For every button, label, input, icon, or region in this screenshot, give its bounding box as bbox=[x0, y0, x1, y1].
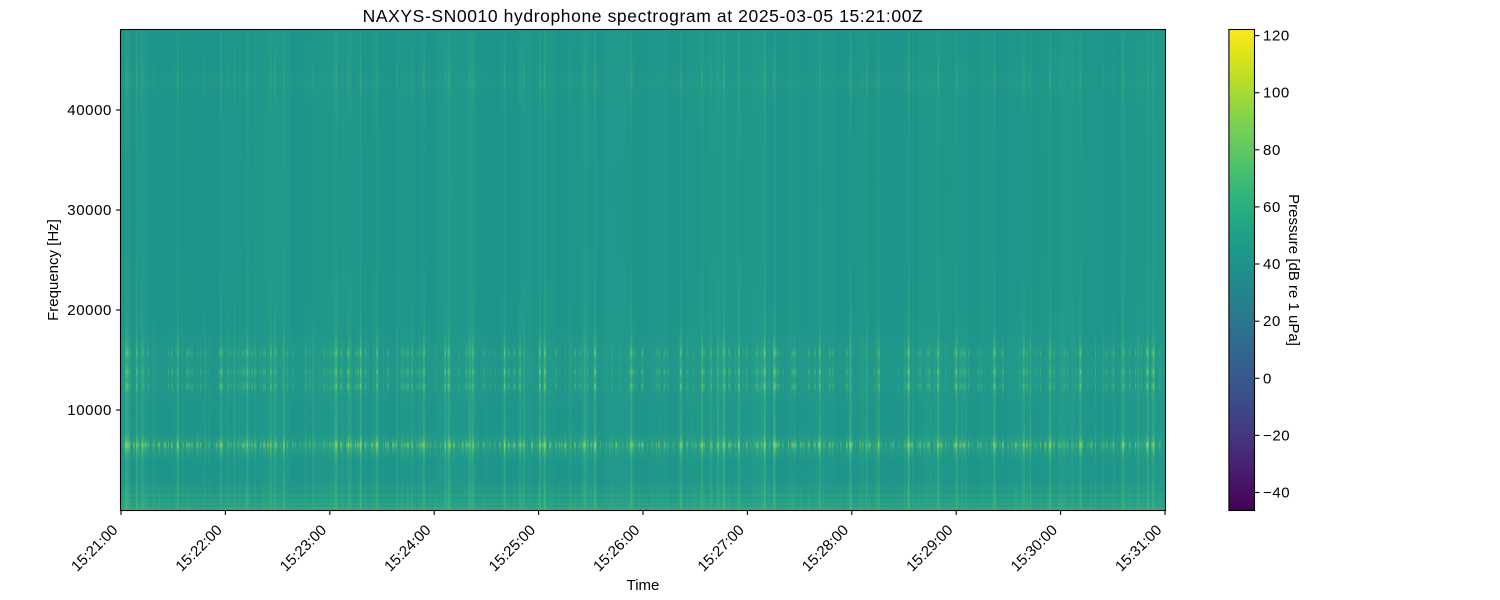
svg-text:40: 40 bbox=[1263, 256, 1281, 273]
svg-text:Pressure [dB re 1 uPa]: Pressure [dB re 1 uPa] bbox=[1285, 194, 1302, 346]
svg-text:30000: 30000 bbox=[67, 202, 112, 219]
svg-text:−20: −20 bbox=[1263, 427, 1290, 444]
svg-text:Time: Time bbox=[627, 577, 660, 594]
svg-text:60: 60 bbox=[1263, 199, 1281, 216]
svg-text:−40: −40 bbox=[1263, 485, 1290, 502]
svg-text:120: 120 bbox=[1263, 28, 1290, 45]
svg-text:NAXYS-SN0010 hydrophone spectr: NAXYS-SN0010 hydrophone spectrogram at 2… bbox=[363, 6, 924, 26]
svg-text:20: 20 bbox=[1263, 313, 1281, 330]
svg-text:Frequency [Hz]: Frequency [Hz] bbox=[45, 219, 62, 321]
svg-text:80: 80 bbox=[1263, 142, 1281, 159]
svg-text:40000: 40000 bbox=[67, 102, 112, 119]
svg-text:0: 0 bbox=[1263, 370, 1272, 387]
svg-text:100: 100 bbox=[1263, 85, 1290, 102]
svg-text:20000: 20000 bbox=[67, 302, 112, 319]
svg-text:10000: 10000 bbox=[67, 402, 112, 419]
